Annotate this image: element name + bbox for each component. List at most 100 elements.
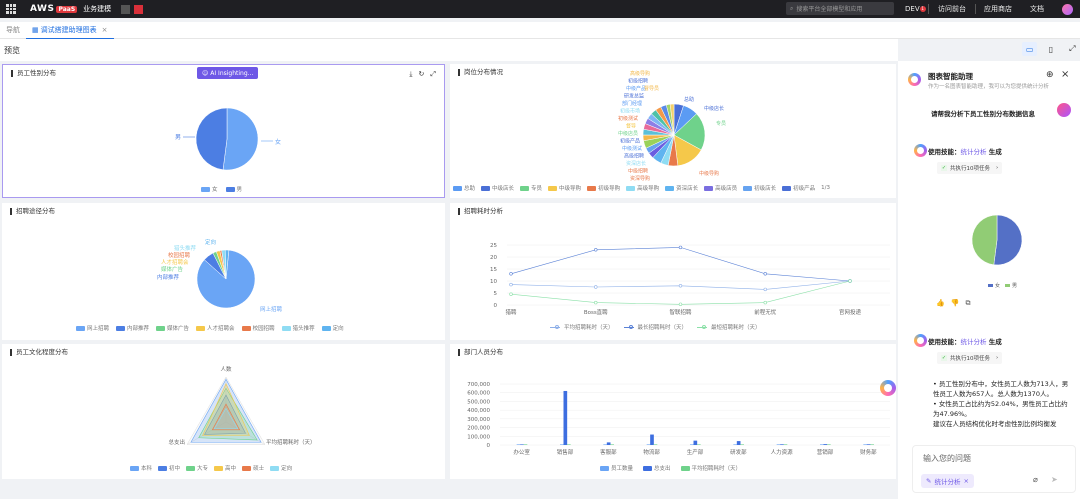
tab-nav[interactable]: 导航	[6, 26, 20, 34]
download-icon[interactable]: ⤓	[409, 70, 413, 78]
pie-slice[interactable]	[993, 214, 1023, 266]
skill-link[interactable]: 统计分析	[960, 338, 987, 346]
legend-item[interactable]: 猎头推荐	[281, 324, 315, 332]
legend-item[interactable]: 内部推荐	[116, 324, 149, 332]
legend-item[interactable]: 男	[1012, 283, 1017, 289]
pie-slice[interactable]	[224, 249, 230, 280]
send-icon[interactable]: ➤	[1051, 475, 1058, 484]
line-point[interactable]	[763, 287, 767, 292]
line-point[interactable]	[594, 248, 598, 252]
legend-pager[interactable]: 1/3	[821, 185, 831, 191]
legend-item[interactable]: 网上招聘	[76, 324, 109, 332]
task-summary[interactable]: ✓ 共执行10项任务 ›	[937, 352, 1003, 364]
bar[interactable]	[820, 444, 824, 445]
red-square-icon[interactable]	[134, 4, 144, 14]
legend-item[interactable]: 定向	[270, 464, 292, 472]
bar[interactable]	[606, 442, 611, 445]
brand-logo[interactable]: AWS	[30, 4, 55, 14]
legend-item[interactable]: 高级导购	[626, 184, 659, 192]
line-point[interactable]	[763, 272, 767, 276]
bar[interactable]	[863, 444, 867, 445]
legend-item[interactable]: 平均招聘耗时（天）	[680, 464, 741, 472]
line-point[interactable]	[678, 302, 683, 306]
line-point[interactable]	[594, 285, 598, 289]
line-point[interactable]	[763, 300, 767, 305]
radar-series[interactable]	[213, 407, 239, 430]
skill-chip[interactable]: ✎ 统计分析 ×	[921, 474, 974, 488]
bar[interactable]	[690, 444, 694, 445]
legend-item[interactable]: 中级导购	[548, 184, 581, 192]
legend-item[interactable]: 初级导购	[587, 184, 620, 192]
pie-slice[interactable]	[196, 249, 256, 309]
bar[interactable]	[697, 444, 701, 445]
tab-debug-chart[interactable]: ▦ 调试搭建助理图表 ×	[26, 22, 114, 39]
app-store-link[interactable]: 应用商店	[984, 5, 1012, 13]
bar[interactable]	[693, 440, 698, 445]
line-point[interactable]	[678, 284, 683, 288]
radar-series[interactable]	[202, 383, 250, 436]
bar[interactable]	[823, 444, 828, 445]
pie-slice[interactable]	[669, 103, 675, 136]
bar[interactable]	[610, 444, 614, 445]
visit-front-link[interactable]: 访问前台	[938, 5, 966, 13]
bar[interactable]	[783, 444, 788, 445]
pie-slice[interactable]	[195, 107, 228, 171]
legend-item[interactable]: 定向	[321, 324, 344, 332]
thumbs-up-icon[interactable]: 👍	[936, 299, 945, 307]
bar[interactable]	[736, 441, 741, 445]
legend-item[interactable]: 总助	[453, 184, 475, 192]
bar[interactable]	[560, 444, 564, 445]
bar[interactable]	[866, 444, 871, 445]
gray-square-icon[interactable]	[121, 4, 131, 14]
legend-item[interactable]: 本科	[130, 464, 152, 472]
legend-item[interactable]: 总支出	[643, 464, 671, 472]
bar[interactable]	[780, 444, 784, 445]
thumbs-down-icon[interactable]: 👎	[950, 299, 960, 307]
bar[interactable]	[523, 444, 528, 445]
legend-item[interactable]: 平均招聘耗时（天）	[550, 323, 614, 331]
bar[interactable]	[827, 444, 831, 445]
bar[interactable]	[650, 434, 654, 445]
ai-insighting-button[interactable]: ☺ AI Insighting...	[197, 67, 259, 79]
desktop-icon[interactable]: ▭	[1022, 42, 1038, 56]
new-chat-icon[interactable]: ⊕	[1046, 70, 1054, 80]
legend-item[interactable]: 硕士	[242, 464, 264, 472]
search-input[interactable]: ⌕ 搜索平台全部模型和应用	[786, 2, 894, 15]
skill-link[interactable]: 统计分析	[960, 148, 987, 156]
legend-item[interactable]: 高级店员	[704, 184, 737, 192]
legend-item[interactable]: 男	[225, 185, 242, 193]
attachment-icon[interactable]: ⌀	[1033, 475, 1038, 484]
close-icon[interactable]: ×	[1061, 69, 1070, 80]
chip-close-icon[interactable]: ×	[963, 477, 969, 485]
legend-item[interactable]: 高中	[214, 464, 236, 472]
legend-item[interactable]: 专员	[520, 184, 542, 192]
question-input[interactable]: 输入您的问题 ✎ 统计分析 × ⌀ ➤	[912, 445, 1076, 493]
radar-series[interactable]	[190, 378, 262, 443]
bar[interactable]	[733, 444, 737, 445]
legend-item[interactable]: 最短招聘耗时（天）	[697, 323, 761, 331]
bar[interactable]	[520, 444, 524, 445]
legend-item[interactable]: 人才招聘会	[196, 324, 235, 332]
bar[interactable]	[740, 444, 744, 445]
legend-item[interactable]: 最长招聘耗时（天）	[623, 323, 687, 331]
line-point[interactable]	[509, 272, 513, 276]
pie-slice[interactable]	[971, 214, 998, 266]
line-point[interactable]	[509, 282, 513, 287]
bar[interactable]	[870, 444, 874, 445]
mobile-icon[interactable]: ▯	[1048, 44, 1054, 54]
legend-item[interactable]: 初级店长	[743, 184, 776, 192]
bar[interactable]	[567, 444, 571, 445]
line-point[interactable]	[848, 279, 852, 283]
legend-item[interactable]: 女	[201, 185, 218, 193]
bar[interactable]	[776, 444, 781, 445]
refresh-icon[interactable]: ↻	[418, 70, 425, 78]
app-grid-icon[interactable]	[6, 4, 16, 14]
legend-item[interactable]: 女	[995, 282, 1000, 289]
bar[interactable]	[653, 444, 658, 445]
line-point[interactable]	[594, 300, 598, 305]
user-avatar[interactable]	[1062, 3, 1073, 15]
assistant-float-icon[interactable]	[880, 380, 896, 396]
pie-slice[interactable]	[222, 107, 259, 171]
legend-item[interactable]: 初中	[158, 464, 180, 472]
env-switcher[interactable]: DEV 1	[905, 0, 926, 18]
